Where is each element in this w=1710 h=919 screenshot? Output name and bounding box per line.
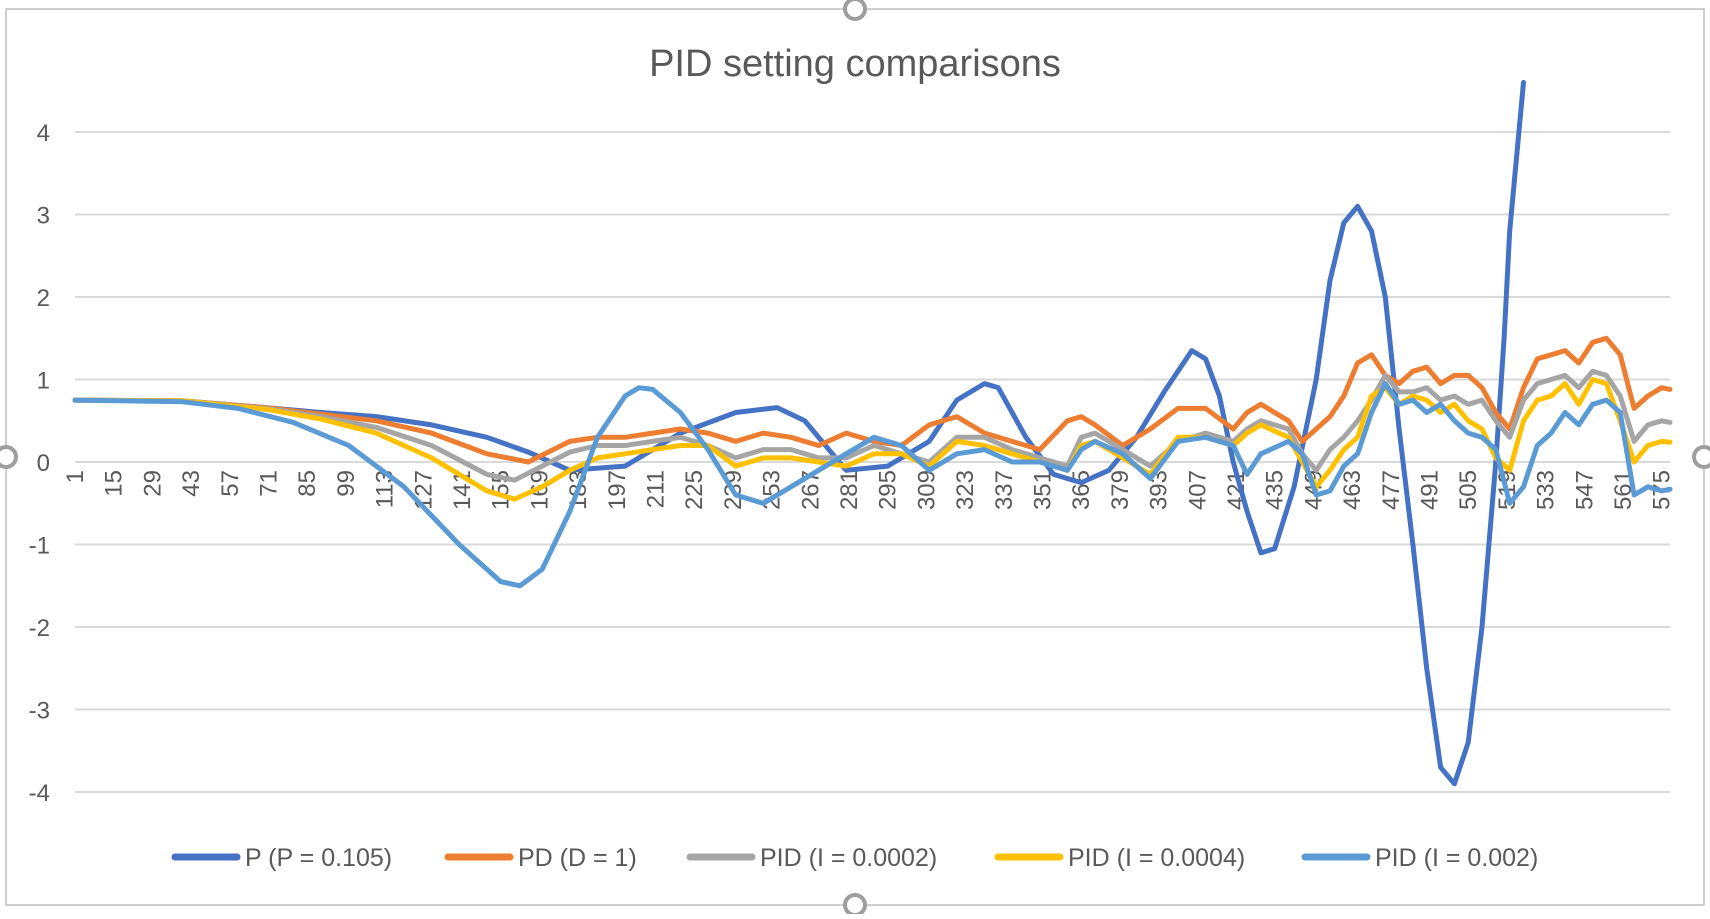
x-tick-label: 281 <box>836 470 863 510</box>
x-tick-label: 435 <box>1262 470 1289 510</box>
x-tick-label: 379 <box>1107 470 1134 510</box>
x-tick-label: 407 <box>1184 470 1211 510</box>
resize-handle[interactable] <box>1692 445 1710 469</box>
y-tick-label: 0 <box>37 450 50 477</box>
y-tick-label: -4 <box>29 780 50 807</box>
x-tick-label: 323 <box>952 470 979 510</box>
x-tick-label: 463 <box>1339 470 1366 510</box>
x-tick-label: 127 <box>410 470 437 510</box>
x-tick-label: 29 <box>139 470 166 497</box>
x-tick-label: 337 <box>991 470 1018 510</box>
legend-label: PID (I = 0.002) <box>1375 844 1538 872</box>
x-tick-label: 71 <box>256 470 283 497</box>
y-tick-label: 3 <box>37 203 50 230</box>
resize-handle[interactable] <box>843 0 867 21</box>
chart-frame[interactable] <box>5 8 1705 906</box>
x-tick-label: 505 <box>1455 470 1482 510</box>
y-tick-label: -1 <box>29 533 50 560</box>
x-tick-label: 547 <box>1571 470 1598 510</box>
x-tick-label: 57 <box>217 470 244 497</box>
x-tick-label: 211 <box>643 470 670 508</box>
y-tick-label: -2 <box>29 615 50 642</box>
series-line <box>72 381 1673 589</box>
series-line <box>72 335 1673 465</box>
x-tick-label: 15 <box>101 470 128 497</box>
x-tick-label: 533 <box>1533 470 1560 510</box>
legend-label: P (P = 0.105) <box>245 844 392 872</box>
resize-handle[interactable] <box>843 893 867 917</box>
x-tick-label: 309 <box>913 470 940 510</box>
x-tick-label: 99 <box>333 470 360 497</box>
y-tick-label: 2 <box>37 285 50 312</box>
legend-label: PD (D = 1) <box>518 844 637 872</box>
x-tick-label: 295 <box>875 470 902 510</box>
x-tick-label: 225 <box>681 470 708 510</box>
chart-title: PID setting comparisons <box>649 43 1061 85</box>
x-tick-label: 491 <box>1417 470 1444 510</box>
x-tick-label: 85 <box>294 470 321 497</box>
legend-label: PID (I = 0.0004) <box>1068 844 1245 872</box>
x-tick-label: 351 <box>1030 470 1057 510</box>
x-tick-label: 197 <box>604 470 631 510</box>
legend-label: PID (I = 0.0002) <box>760 844 937 872</box>
resize-handle[interactable] <box>0 445 18 469</box>
y-tick-label: 1 <box>37 368 50 395</box>
y-tick-label: 4 <box>37 120 50 147</box>
x-tick-label: 1 <box>62 470 89 483</box>
x-tick-label: 477 <box>1378 470 1405 510</box>
y-tick-label: -3 <box>29 698 50 725</box>
x-tick-label: 43 <box>178 470 205 497</box>
